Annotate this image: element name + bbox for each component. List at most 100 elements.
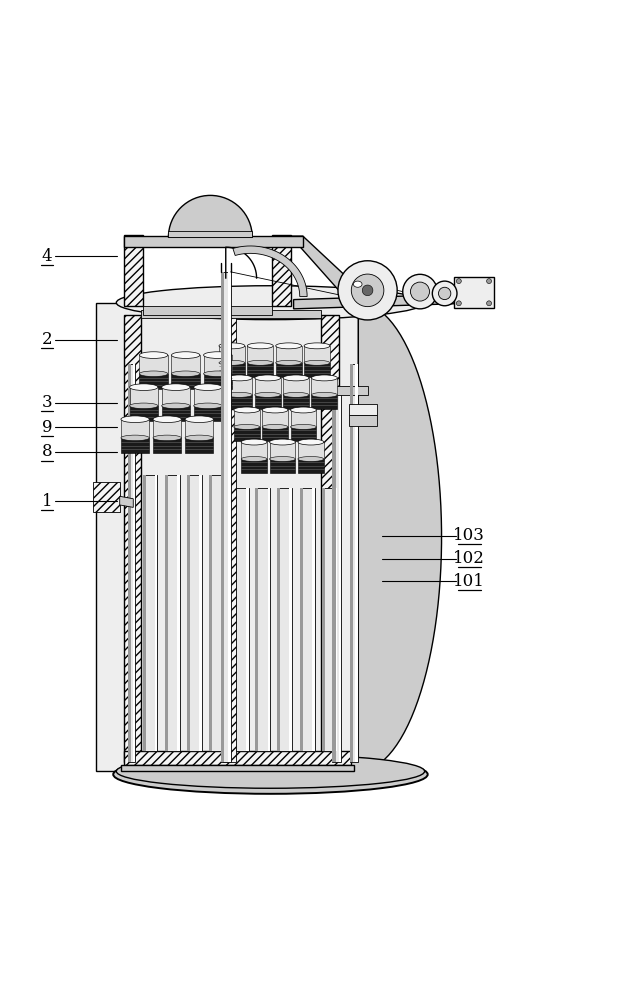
Circle shape <box>410 282 430 301</box>
Circle shape <box>433 281 457 306</box>
Polygon shape <box>121 438 150 453</box>
Polygon shape <box>221 272 231 762</box>
Ellipse shape <box>121 435 150 441</box>
Ellipse shape <box>276 360 302 365</box>
Polygon shape <box>272 235 290 306</box>
Polygon shape <box>155 475 158 751</box>
Polygon shape <box>322 488 337 751</box>
Text: 9: 9 <box>41 419 52 436</box>
Polygon shape <box>124 315 142 762</box>
Polygon shape <box>120 496 133 507</box>
Text: 4: 4 <box>41 248 53 265</box>
Polygon shape <box>162 406 190 421</box>
Polygon shape <box>165 475 168 751</box>
Polygon shape <box>349 404 377 415</box>
Ellipse shape <box>193 403 222 409</box>
Polygon shape <box>128 364 135 762</box>
Ellipse shape <box>121 416 150 423</box>
Polygon shape <box>124 751 351 765</box>
Circle shape <box>338 261 397 320</box>
Polygon shape <box>315 386 368 395</box>
Polygon shape <box>185 419 213 438</box>
Ellipse shape <box>185 416 213 423</box>
Polygon shape <box>187 475 201 751</box>
Polygon shape <box>334 488 337 751</box>
Polygon shape <box>128 364 131 762</box>
Text: 2: 2 <box>41 331 53 348</box>
Ellipse shape <box>153 435 181 441</box>
Text: 101: 101 <box>454 573 485 590</box>
Text: 103: 103 <box>454 527 485 544</box>
Polygon shape <box>321 315 339 762</box>
Polygon shape <box>234 410 260 427</box>
Polygon shape <box>172 374 200 389</box>
Polygon shape <box>322 488 325 751</box>
Ellipse shape <box>304 360 330 365</box>
Polygon shape <box>221 475 224 751</box>
Ellipse shape <box>140 352 168 358</box>
Polygon shape <box>234 427 260 441</box>
Ellipse shape <box>255 392 281 397</box>
Polygon shape <box>124 235 143 306</box>
Polygon shape <box>143 306 272 315</box>
Polygon shape <box>234 488 248 751</box>
Ellipse shape <box>116 754 425 788</box>
Polygon shape <box>312 488 315 751</box>
Polygon shape <box>226 395 252 409</box>
Ellipse shape <box>193 384 222 390</box>
Polygon shape <box>121 419 150 438</box>
Polygon shape <box>226 378 252 395</box>
Ellipse shape <box>203 352 232 358</box>
Polygon shape <box>222 315 236 762</box>
Polygon shape <box>255 395 281 409</box>
Text: 3: 3 <box>41 394 53 411</box>
Polygon shape <box>283 395 309 409</box>
Ellipse shape <box>283 392 309 397</box>
Polygon shape <box>133 364 135 762</box>
Polygon shape <box>177 475 179 751</box>
Ellipse shape <box>276 343 302 349</box>
Polygon shape <box>358 303 441 771</box>
Ellipse shape <box>185 435 213 441</box>
Polygon shape <box>140 355 168 374</box>
Polygon shape <box>143 475 146 751</box>
Polygon shape <box>255 488 258 751</box>
Polygon shape <box>203 374 232 389</box>
Circle shape <box>456 301 461 306</box>
Polygon shape <box>241 442 267 459</box>
Polygon shape <box>300 488 315 751</box>
Polygon shape <box>169 231 252 237</box>
Polygon shape <box>269 442 295 459</box>
Polygon shape <box>269 459 295 473</box>
Circle shape <box>439 287 451 300</box>
Polygon shape <box>193 406 222 421</box>
Ellipse shape <box>283 375 309 381</box>
Polygon shape <box>290 236 368 309</box>
Ellipse shape <box>172 371 200 377</box>
Polygon shape <box>262 427 288 441</box>
Polygon shape <box>294 293 488 309</box>
Polygon shape <box>203 355 232 374</box>
Polygon shape <box>228 272 231 762</box>
Polygon shape <box>185 438 213 453</box>
Ellipse shape <box>234 424 260 429</box>
Polygon shape <box>349 415 377 426</box>
Ellipse shape <box>162 384 190 390</box>
Ellipse shape <box>130 403 158 409</box>
Ellipse shape <box>311 392 337 397</box>
Polygon shape <box>277 488 292 751</box>
Polygon shape <box>153 438 181 453</box>
Circle shape <box>456 279 461 284</box>
Polygon shape <box>300 488 303 751</box>
Polygon shape <box>255 378 281 395</box>
Ellipse shape <box>290 424 316 429</box>
Circle shape <box>362 285 373 296</box>
Polygon shape <box>209 475 212 751</box>
Polygon shape <box>165 475 179 751</box>
Ellipse shape <box>153 416 181 423</box>
Ellipse shape <box>304 343 330 349</box>
Circle shape <box>351 274 384 307</box>
Polygon shape <box>298 442 324 459</box>
Ellipse shape <box>140 371 168 377</box>
Polygon shape <box>298 459 324 473</box>
